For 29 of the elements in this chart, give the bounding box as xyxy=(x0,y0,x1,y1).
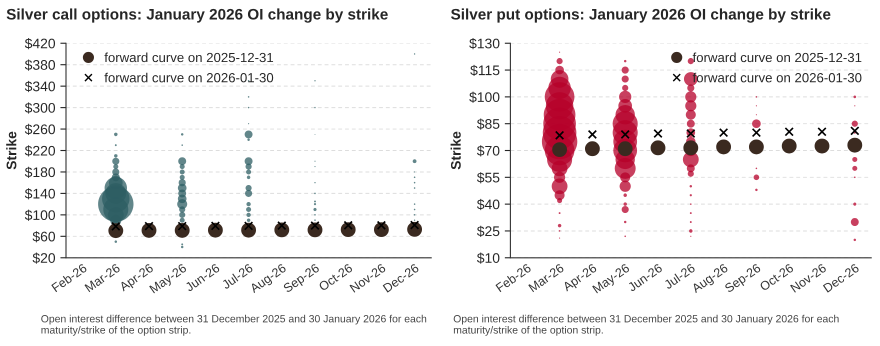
y-tick-label: $380 xyxy=(24,59,56,71)
legend-label: forward curve on 2025-12-31 xyxy=(692,52,862,62)
y-tick-label: $130 xyxy=(469,38,500,50)
y-tick-label: $20 xyxy=(32,252,56,264)
text: Open interest difference between 31 December 2025 and 30 January 2026 for each maturity/strike of the option strip. xyxy=(41,314,426,336)
y-tick-label: $180 xyxy=(24,166,56,178)
chart-title: Silver call options: January 2026 OI change by strike xyxy=(6,8,388,23)
y-tick-label: $55 xyxy=(476,172,500,184)
y-tick-label: $100 xyxy=(24,210,56,221)
y-tick-label: $115 xyxy=(470,64,500,76)
y-tick-label: $85 xyxy=(476,118,500,130)
y-tick-label: $220 xyxy=(24,145,56,157)
y-tick-label: $140 xyxy=(24,188,56,200)
y-tick-label: $340 xyxy=(24,80,56,92)
legend-label: forward curve on 2026-01-30 xyxy=(104,72,274,82)
y-tick-label: $300 xyxy=(24,102,56,114)
text: Open interest difference between 31 December 2025 and 30 January 2026 for each maturity/strike of the option strip. xyxy=(454,314,839,336)
y-tick-label: $420 xyxy=(24,38,56,50)
y-axis-title: Strike xyxy=(6,132,16,170)
legend-label: forward curve on 2025-12-31 xyxy=(104,52,274,62)
y-axis-title: Strike xyxy=(450,132,461,170)
y-tick-label: $60 xyxy=(32,231,56,242)
y-tick-label: $100 xyxy=(469,92,500,103)
y-tick-label: $260 xyxy=(24,124,56,136)
y-tick-label: $40 xyxy=(476,198,500,210)
chart-title: Silver put options: January 2026 OI change by strike xyxy=(451,8,830,23)
y-tick-label: $70 xyxy=(476,145,500,157)
y-tick-label: $25 xyxy=(476,226,500,237)
y-tick-label: $10 xyxy=(476,252,500,264)
